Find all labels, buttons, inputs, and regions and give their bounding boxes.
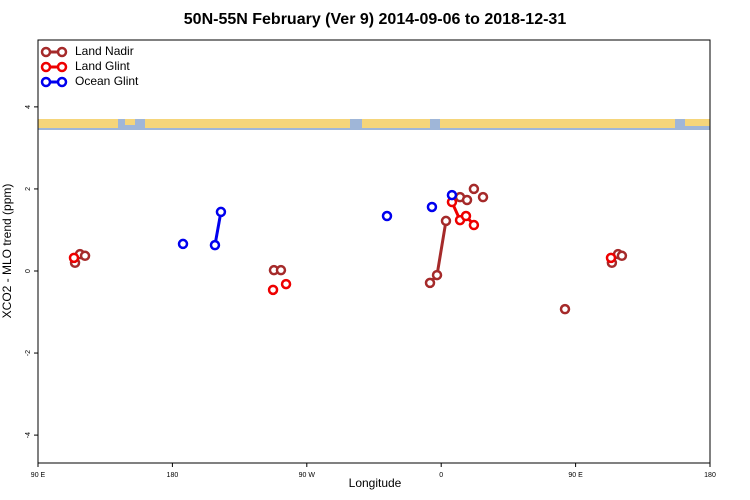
data-point [559,303,571,315]
y-tick-label: -4 [25,432,32,438]
legend-marker [40,46,52,58]
x-tick-label: 180 [167,472,179,479]
x-tick-label: 90 E [568,472,583,479]
data-point [215,206,227,218]
data-point [79,250,91,262]
data-point [440,215,452,227]
chart-title: 50N-55N February (Ver 9) 2014-09-06 to 2… [184,11,567,28]
data-point [177,238,189,250]
data-point [209,239,221,251]
data-point [468,219,480,231]
data-point [461,194,473,206]
data-point [431,269,443,281]
data-point [424,277,436,289]
x-axis-label: Longitude [349,476,402,490]
data-point [605,252,617,264]
data-point [468,183,480,195]
legend-marker [56,46,68,58]
legend-label: Land Nadir [75,44,134,58]
data-point [381,210,393,222]
legend-label: Ocean Glint [75,74,139,88]
series-line [213,211,223,246]
map-strip [38,119,710,130]
data-point [460,210,472,222]
y-tick-label: 2 [25,187,32,191]
data-point [275,264,287,276]
legend-marker [40,76,52,88]
y-tick-label: 4 [25,105,32,109]
data-point [477,191,489,203]
data-point [426,201,438,213]
y-axis-label: XCO2 - MLO trend (ppm) [0,184,14,319]
plot-frame [37,39,711,464]
x-tick-label: 0 [439,472,443,479]
y-tick-label: 0 [25,269,32,273]
legend-marker [56,76,68,88]
legend-marker [40,61,52,73]
legend-marker [56,61,68,73]
data-point [616,250,628,262]
data-point [446,189,458,201]
data-point [280,278,292,290]
x-tick-label: 90 W [299,472,316,479]
x-tick-label: 180 [704,472,716,479]
data-point [68,252,80,264]
data-point [267,284,279,296]
legend-label: Land Glint [75,59,130,73]
y-tick-label: -2 [25,350,32,356]
x-tick-label: 90 E [31,472,46,479]
